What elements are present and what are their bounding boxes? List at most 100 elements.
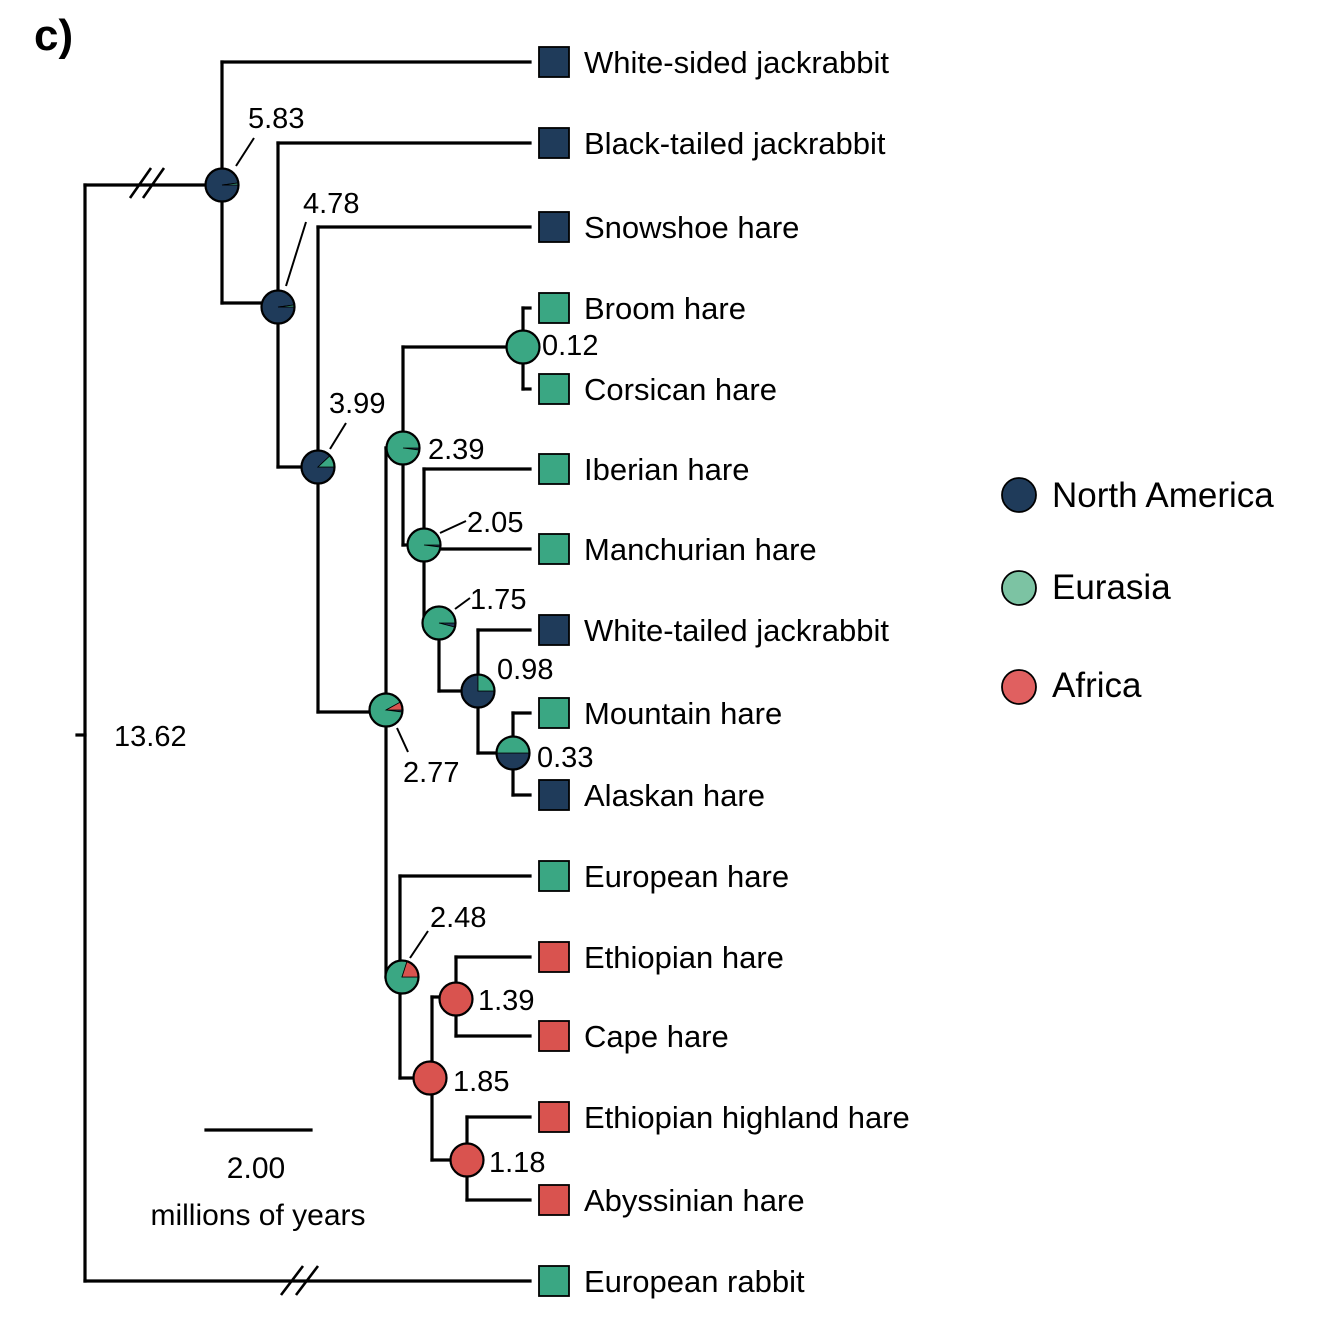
tip-label-cape-hare: Cape hare bbox=[584, 1019, 729, 1054]
tip-label-abyssinian-hare: Abyssinian hare bbox=[584, 1183, 805, 1218]
legend-label-africa: Africa bbox=[1052, 666, 1142, 705]
tip-marker-manchurian-hare bbox=[538, 533, 570, 565]
tip-marker-white-tailed-jackrabbit bbox=[538, 614, 570, 646]
age-label-2-39: 2.39 bbox=[428, 434, 484, 466]
pie-slice-eurasia bbox=[496, 736, 530, 754]
legend-label-north-america: North America bbox=[1052, 476, 1274, 515]
leader-4-78 bbox=[285, 221, 307, 287]
age-label-1-85: 1.85 bbox=[453, 1066, 509, 1098]
pie-outline bbox=[300, 449, 336, 485]
pie-node-3-99 bbox=[300, 449, 336, 485]
tip-label-ethiopian-highland-hare: Ethiopian highland hare bbox=[584, 1100, 910, 1135]
leader-2-05 bbox=[439, 520, 467, 534]
break-mark-ingroup bbox=[128, 167, 166, 199]
age-label-1-75: 1.75 bbox=[470, 584, 526, 616]
axis-break-marks bbox=[128, 167, 320, 1296]
age-leaders bbox=[235, 137, 471, 959]
age-label-13-62: 13.62 bbox=[114, 721, 187, 753]
pie-outline bbox=[204, 167, 240, 203]
age-label-4-78: 4.78 bbox=[303, 188, 359, 220]
pie-outline bbox=[505, 329, 541, 365]
tip-marker-snowshoe-hare bbox=[538, 211, 570, 243]
pie-outline bbox=[438, 981, 474, 1017]
tip-marker-european-hare bbox=[538, 860, 570, 892]
pie-node-0-98 bbox=[460, 673, 496, 709]
tip-label-iberian-hare: Iberian hare bbox=[584, 452, 749, 487]
pie-node-2-39 bbox=[385, 430, 421, 466]
tip-label-corsican-hare: Corsican hare bbox=[584, 372, 777, 407]
tip-label-broom-hare: Broom hare bbox=[584, 291, 746, 326]
pie-node-1-75 bbox=[421, 605, 457, 641]
pie-node-1-85 bbox=[412, 1060, 448, 1096]
legend-label-eurasia: Eurasia bbox=[1052, 568, 1171, 607]
pie-outline bbox=[495, 735, 531, 771]
pie-outline bbox=[460, 673, 496, 709]
tip-label-black-tailed-jackrabbit: Black-tailed jackrabbit bbox=[584, 126, 886, 161]
scale-bar-unit: millions of years bbox=[150, 1199, 365, 1232]
tip-label-white-tailed-jackrabbit: White-tailed jackrabbit bbox=[584, 613, 889, 648]
tree-branches bbox=[75, 60, 532, 1283]
pie-node-2-77 bbox=[368, 692, 404, 728]
tip-label-white-sided-jackrabbit: White-sided jackrabbit bbox=[584, 45, 889, 80]
pie-node-0-12 bbox=[505, 329, 541, 365]
node-age-labels: 13.62 5.83 4.78 3.99 2.77 2.39 0.12 2.05… bbox=[114, 103, 598, 1179]
tip-label-snowshoe-hare: Snowshoe hare bbox=[584, 210, 799, 245]
tip-label-european-hare: European hare bbox=[584, 859, 789, 894]
ancestral-state-pies bbox=[204, 167, 541, 1178]
tip-marker-iberian-hare bbox=[538, 453, 570, 485]
tip-marker-broom-hare bbox=[538, 292, 570, 324]
legend-dot-eurasia bbox=[1001, 570, 1037, 606]
pie-outline bbox=[385, 430, 421, 466]
panel-label: c) bbox=[34, 11, 73, 60]
pie-outline bbox=[368, 692, 404, 728]
age-label-5-83: 5.83 bbox=[248, 103, 304, 135]
pie-outline bbox=[406, 527, 442, 563]
age-label-1-39: 1.39 bbox=[478, 985, 534, 1017]
tip-marker-black-tailed-jackrabbit bbox=[538, 127, 570, 159]
tip-marker-european-rabbit bbox=[538, 1265, 570, 1297]
pie-outline bbox=[260, 289, 296, 325]
pie-node-2-05 bbox=[406, 527, 442, 563]
tip-label-alaskan-hare: Alaskan hare bbox=[584, 778, 765, 813]
leader-5-83 bbox=[235, 137, 255, 167]
pie-node-5-83 bbox=[204, 167, 240, 203]
leader-1-75 bbox=[454, 597, 471, 610]
pie-node-4-78 bbox=[260, 289, 296, 325]
pie-outline bbox=[412, 1060, 448, 1096]
age-label-0-12: 0.12 bbox=[542, 330, 598, 362]
pie-outline bbox=[449, 1142, 485, 1178]
age-label-2-05: 2.05 bbox=[467, 507, 523, 539]
legend-dot-africa bbox=[1001, 669, 1037, 705]
legend: North America Eurasia Africa bbox=[1001, 476, 1274, 705]
tip-label-mountain-hare: Mountain hare bbox=[584, 696, 782, 731]
age-label-3-99: 3.99 bbox=[329, 388, 385, 420]
age-label-0-98: 0.98 bbox=[497, 654, 553, 686]
age-label-0-33: 0.33 bbox=[537, 742, 593, 774]
tip-marker-ethiopian-hare bbox=[538, 941, 570, 973]
tip-marker-white-sided-jackrabbit bbox=[538, 46, 570, 78]
tip-label-european-rabbit: European rabbit bbox=[584, 1264, 805, 1299]
pie-node-0-33 bbox=[495, 735, 531, 771]
tip-marker-corsican-hare bbox=[538, 373, 570, 405]
pie-node-1-18 bbox=[449, 1142, 485, 1178]
pie-node-2-48 bbox=[384, 959, 420, 995]
tip-marker-alaskan-hare bbox=[538, 779, 570, 811]
break-mark-outgroup bbox=[279, 1265, 320, 1296]
tip-group: White-sided jackrabbit Black-tailed jackr… bbox=[538, 45, 910, 1299]
age-label-1-18: 1.18 bbox=[489, 1147, 545, 1179]
leader-2-48 bbox=[409, 930, 429, 959]
age-label-2-77: 2.77 bbox=[403, 757, 459, 789]
pie-node-1-39 bbox=[438, 981, 474, 1017]
tip-marker-mountain-hare bbox=[538, 697, 570, 729]
scale-bar-value: 2.00 bbox=[227, 1152, 285, 1185]
pie-outline bbox=[384, 959, 420, 995]
leader-3-99 bbox=[329, 422, 347, 450]
scale-bar: 2.00 millions of years bbox=[150, 1128, 366, 1232]
legend-dot-north-america bbox=[1001, 477, 1037, 513]
leader-2-77 bbox=[396, 727, 409, 753]
pie-slice-north-america bbox=[496, 752, 530, 770]
tip-label-ethiopian-hare: Ethiopian hare bbox=[584, 940, 784, 975]
tip-marker-cape-hare bbox=[538, 1020, 570, 1052]
tip-label-manchurian-hare: Manchurian hare bbox=[584, 532, 817, 567]
